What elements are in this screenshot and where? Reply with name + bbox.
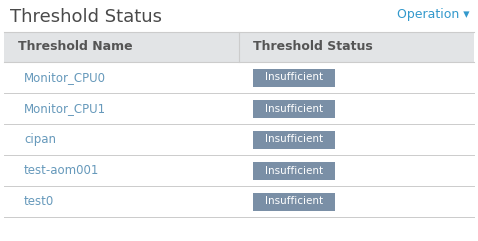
FancyBboxPatch shape [253, 100, 335, 118]
Bar [4, 32, 474, 62]
FancyBboxPatch shape [253, 161, 335, 180]
Text: cipan: cipan [24, 133, 56, 146]
Bar [4, 93, 474, 124]
Bar [4, 124, 474, 155]
FancyBboxPatch shape [253, 193, 335, 210]
Text: Operation ▾: Operation ▾ [398, 8, 470, 21]
Text: Insufficient: Insufficient [265, 166, 323, 175]
Text: Insufficient: Insufficient [265, 196, 323, 207]
Text: test-aom001: test-aom001 [24, 164, 99, 177]
FancyBboxPatch shape [253, 68, 335, 87]
Text: Insufficient: Insufficient [265, 73, 323, 82]
Text: Threshold Name: Threshold Name [18, 40, 132, 54]
Bar [4, 155, 474, 186]
Text: Monitor_CPU1: Monitor_CPU1 [24, 102, 106, 115]
Text: Monitor_CPU0: Monitor_CPU0 [24, 71, 106, 84]
Text: Insufficient: Insufficient [265, 134, 323, 145]
FancyBboxPatch shape [253, 130, 335, 148]
Text: Threshold Status: Threshold Status [253, 40, 373, 54]
Text: test0: test0 [24, 195, 54, 208]
Text: Threshold Status: Threshold Status [10, 8, 162, 26]
Text: Insufficient: Insufficient [265, 103, 323, 114]
Bar [4, 186, 474, 217]
Bar [4, 62, 474, 93]
